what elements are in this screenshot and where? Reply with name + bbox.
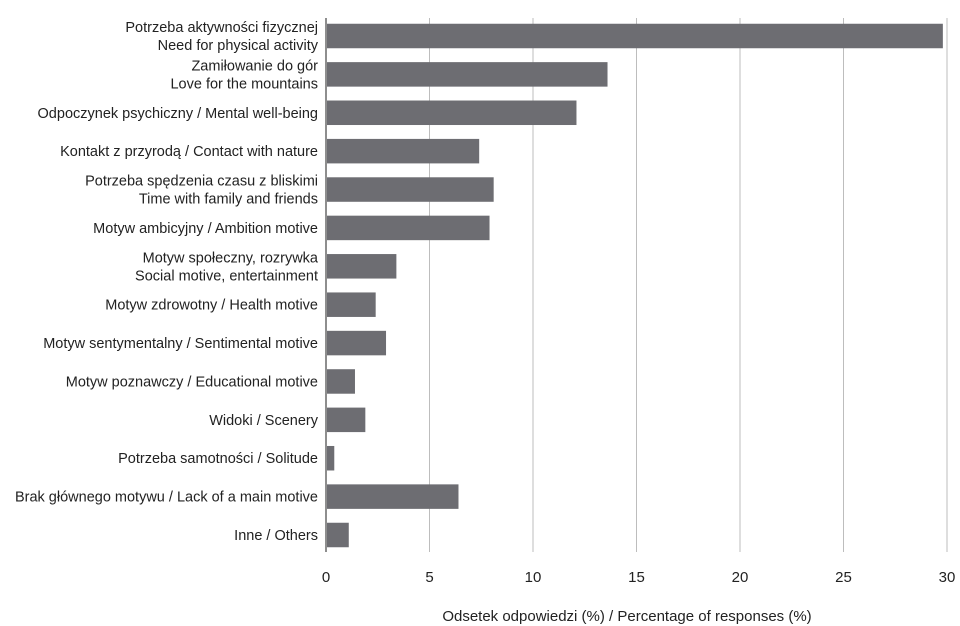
category-label-13-0: Inne / Others bbox=[234, 528, 318, 544]
x-tick-label-25: 25 bbox=[835, 569, 852, 586]
x-tick-label-5: 5 bbox=[425, 569, 433, 586]
category-label-6-1: Social motive, entertainment bbox=[135, 268, 318, 284]
category-label-9-0: Motyw poznawczy / Educational motive bbox=[66, 374, 318, 390]
x-tick-label-0: 0 bbox=[322, 569, 330, 586]
bar-1 bbox=[327, 62, 608, 87]
category-label-0-0: Potrzeba aktywności fizycznej bbox=[125, 20, 318, 36]
bar-2 bbox=[327, 100, 577, 126]
x-tick-label-20: 20 bbox=[732, 569, 749, 586]
category-label-10-0: Widoki / Scenery bbox=[209, 413, 319, 429]
category-label-8-0: Motyw sentymentalny / Sentimental motive bbox=[43, 336, 318, 352]
category-labels: Potrzeba aktywności fizycznej Need for ph… bbox=[15, 20, 319, 544]
category-label-4-1: Time with family and friends bbox=[139, 192, 318, 208]
bar-8 bbox=[327, 330, 387, 356]
category-label-0-1: Need for physical activity bbox=[158, 38, 319, 54]
bar-13 bbox=[327, 522, 349, 548]
bar-5 bbox=[327, 215, 490, 241]
category-label-3-0: Kontakt z przyrodą / Contact with nature bbox=[60, 144, 318, 160]
bars bbox=[327, 23, 943, 548]
category-label-7-0: Motyw zdrowotny / Health motive bbox=[105, 298, 318, 314]
x-tick-labels: 0 5 10 15 20 25 30 bbox=[322, 569, 956, 586]
bar-4 bbox=[327, 177, 494, 202]
bar-7 bbox=[327, 292, 376, 317]
x-tick-label-15: 15 bbox=[628, 569, 645, 586]
category-label-1-0: Zamiłowanie do gór bbox=[191, 58, 318, 74]
category-label-1-1: Love for the mountains bbox=[170, 76, 318, 92]
category-label-11-0: Potrzeba samotności / Solitude bbox=[118, 451, 318, 467]
category-label-5-0: Motyw ambicyjny / Ambition motive bbox=[93, 221, 318, 237]
bar-10 bbox=[327, 407, 366, 433]
bar-0 bbox=[327, 23, 943, 49]
category-label-4-0: Potrzeba spędzenia czasu z bliskimi bbox=[85, 174, 318, 190]
bar-3 bbox=[327, 138, 480, 164]
bar-6 bbox=[327, 254, 397, 279]
gridlines bbox=[429, 18, 948, 552]
category-label-12-0: Brak głównego motywu / Lack of a main mo… bbox=[15, 490, 318, 506]
bar-9 bbox=[327, 369, 355, 394]
bar-11 bbox=[327, 445, 335, 471]
category-label-6-0: Motyw społeczny, rozrywka bbox=[143, 250, 319, 266]
x-axis-title: Odsetek odpowiedzi (%) / Percentage of r… bbox=[442, 608, 811, 625]
bar-12 bbox=[327, 484, 459, 509]
x-tick-label-10: 10 bbox=[525, 569, 542, 586]
category-label-2-0: Odpoczynek psychiczny / Mental well-bein… bbox=[38, 106, 318, 122]
x-tick-label-30: 30 bbox=[939, 569, 956, 586]
